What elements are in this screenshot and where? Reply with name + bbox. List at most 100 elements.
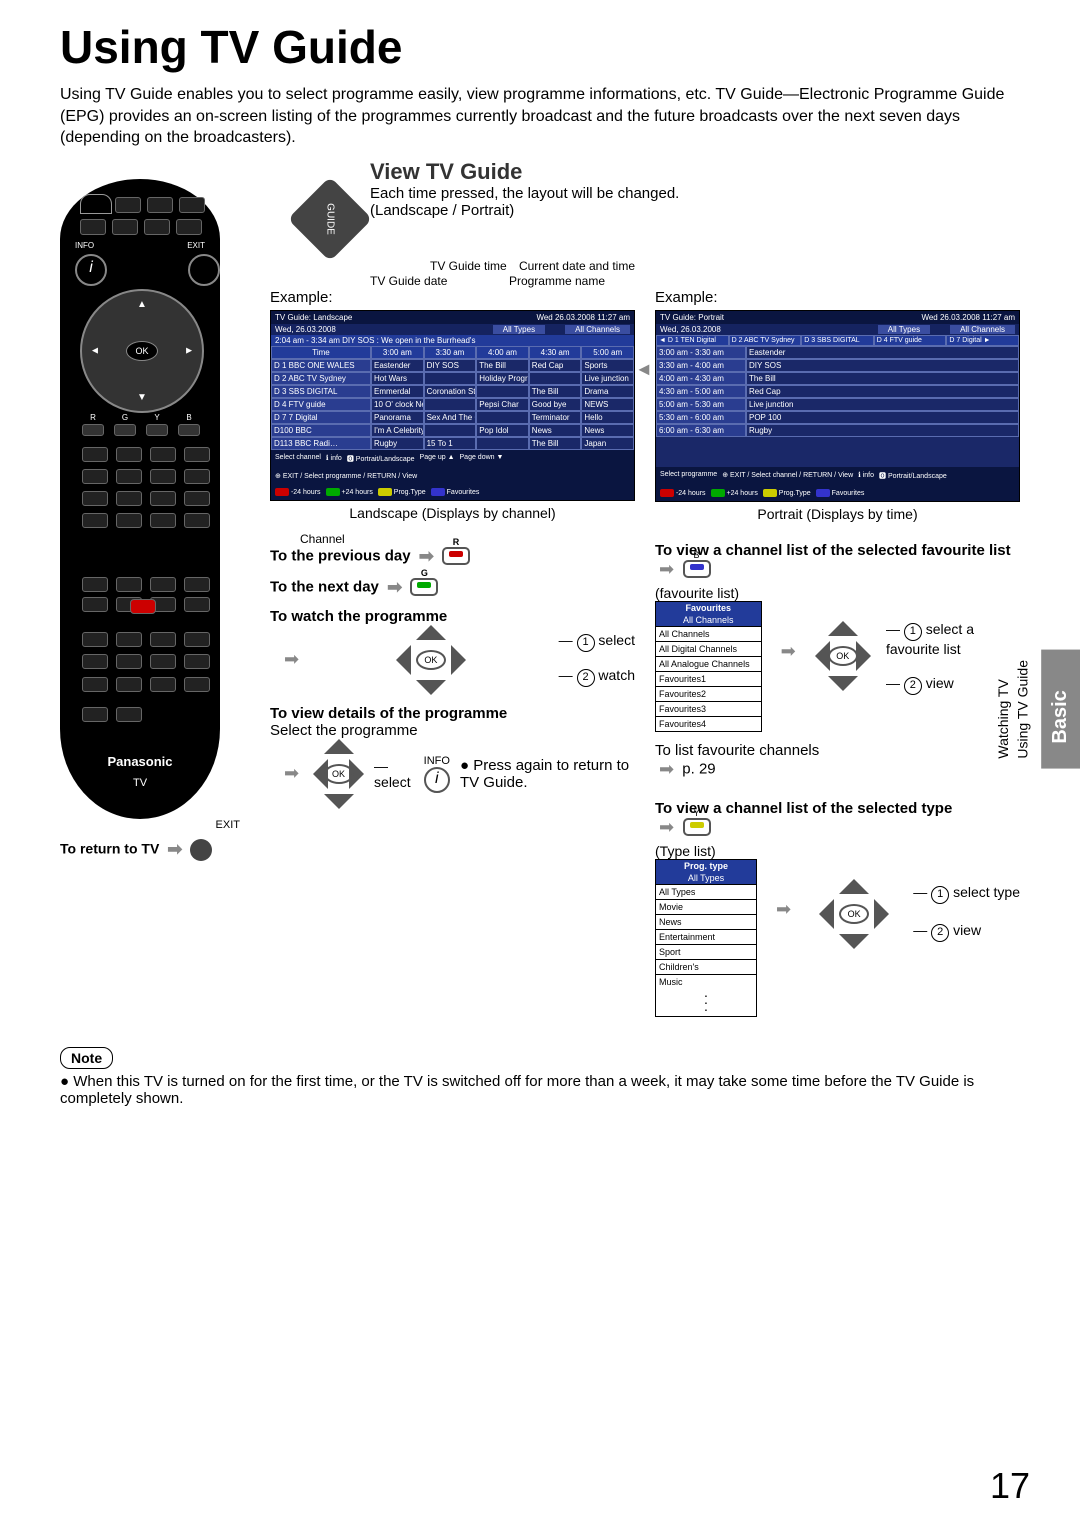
- dpad-icon: OK: [396, 625, 466, 695]
- remote-control: INFO EXIT i ▲ ▼ ◄ ► OK RGYB: [60, 179, 220, 819]
- info-button-icon[interactable]: i: [424, 767, 450, 793]
- remote-btn[interactable]: [184, 597, 210, 612]
- remote-btn[interactable]: [144, 219, 170, 235]
- side-tab: Watching TVUsing TV Guide Basic: [986, 650, 1080, 769]
- exit-label: EXIT: [187, 241, 205, 250]
- power-button[interactable]: [80, 194, 112, 214]
- dpad-left-icon[interactable]: ◄: [90, 345, 100, 356]
- landscape-caption: Landscape (Displays by channel): [270, 505, 635, 521]
- remote-btn[interactable]: [179, 197, 205, 213]
- brand-label: Panasonic: [60, 754, 220, 769]
- red-button[interactable]: [82, 424, 104, 436]
- remote-column: INFO EXIT i ▲ ▼ ◄ ► OK RGYB: [60, 159, 260, 1017]
- yellow-button[interactable]: [146, 424, 168, 436]
- dpad-ring[interactable]: ▲ ▼ ◄ ► OK: [80, 289, 204, 413]
- intro-text: Using TV Guide enables you to select pro…: [60, 84, 1020, 149]
- ok-button[interactable]: OK: [126, 341, 158, 361]
- dpad-up-icon[interactable]: ▲: [137, 299, 147, 310]
- green-button[interactable]: [114, 424, 136, 436]
- blue-button[interactable]: [178, 424, 200, 436]
- remote-btn[interactable]: [82, 447, 108, 462]
- callout: TV Guide date: [370, 274, 447, 288]
- color-labels: RGYB: [82, 413, 200, 422]
- remote-btn[interactable]: [184, 677, 210, 692]
- dpad-right-icon[interactable]: ►: [184, 345, 194, 356]
- remote-btn[interactable]: [150, 654, 176, 669]
- dpad-down-icon[interactable]: ▼: [137, 392, 147, 403]
- type-list-box: Prog. type All Types All TypesMovieNewsE…: [655, 859, 757, 1017]
- remote-btn[interactable]: [184, 469, 210, 484]
- lists-column: To view a channel list of the selected f…: [655, 532, 1020, 1017]
- remote-btn[interactable]: [112, 219, 138, 235]
- note-text: ● When this TV is turned on for the firs…: [60, 1073, 1020, 1107]
- green-button-icon[interactable]: G: [410, 578, 438, 596]
- remote-btn[interactable]: [116, 707, 142, 722]
- type-list-heading: To view a channel list of the selected t…: [655, 800, 1020, 817]
- remote-btn[interactable]: [82, 597, 108, 612]
- return-to-tv-label: To return to TV ➡: [60, 839, 260, 861]
- portrait-caption: Portrait (Displays by time): [655, 506, 1020, 522]
- view-desc-1: Each time pressed, the layout will be ch…: [370, 185, 679, 202]
- remote-btn[interactable]: [150, 469, 176, 484]
- info-label: INFO: [75, 241, 94, 250]
- led-indicator: [130, 599, 156, 614]
- remote-btn[interactable]: [184, 491, 210, 506]
- remote-btn[interactable]: [150, 632, 176, 647]
- remote-btn[interactable]: [184, 577, 210, 592]
- blue-button-icon[interactable]: B: [683, 560, 711, 578]
- fav-list-heading: To view a channel list of the selected f…: [655, 542, 1020, 559]
- remote-btn[interactable]: [116, 513, 142, 528]
- remote-btn[interactable]: [82, 469, 108, 484]
- guide-button-icon[interactable]: GUIDE: [288, 176, 373, 261]
- remote-btn[interactable]: [184, 447, 210, 462]
- callout: Programme name: [509, 274, 605, 288]
- example-label: Example:: [655, 289, 1020, 306]
- remote-btn[interactable]: [150, 677, 176, 692]
- remote-btn[interactable]: [184, 632, 210, 647]
- epg-portrait: TV Guide: PortraitWed 26.03.2008 11:27 a…: [655, 310, 1020, 502]
- remote-btn[interactable]: [184, 654, 210, 669]
- remote-btn[interactable]: [116, 469, 142, 484]
- remote-btn[interactable]: [115, 197, 141, 213]
- remote-btn[interactable]: [82, 513, 108, 528]
- remote-btn[interactable]: [150, 491, 176, 506]
- callout: Current date and time: [519, 259, 635, 273]
- favourites-list-box: Favourites All Channels All ChannelsAll …: [655, 601, 762, 732]
- remote-btn[interactable]: [116, 577, 142, 592]
- dpad-icon: OK: [815, 621, 871, 691]
- remote-btn[interactable]: [82, 632, 108, 647]
- epg-footer: Select channel ℹ info 🅾 Portrait/Landsca…: [271, 450, 634, 468]
- remote-btn[interactable]: [82, 654, 108, 669]
- note-label: Note: [60, 1047, 113, 1069]
- remote-btn[interactable]: [176, 219, 202, 235]
- remote-btn[interactable]: [184, 513, 210, 528]
- epg-time-header: Time3:00 am3:30 am4:00 am4:30 am5:00 am: [271, 346, 634, 359]
- exit-button[interactable]: [188, 254, 220, 286]
- yellow-button-icon[interactable]: Y: [683, 818, 711, 836]
- dpad-icon: OK: [313, 739, 364, 809]
- remote-btn[interactable]: [82, 577, 108, 592]
- view-desc-2: (Landscape / Portrait): [370, 202, 679, 219]
- remote-btn[interactable]: [80, 219, 106, 235]
- channel-callout: Channel: [300, 532, 635, 546]
- red-button-icon[interactable]: R: [442, 547, 470, 565]
- remote-btn[interactable]: [116, 491, 142, 506]
- remote-btn[interactable]: [116, 447, 142, 462]
- dpad-icon: OK: [819, 879, 889, 949]
- exit-button-icon: [190, 839, 212, 861]
- remote-btn[interactable]: [150, 447, 176, 462]
- remote-btn[interactable]: [116, 632, 142, 647]
- callout: TV Guide time: [430, 259, 507, 273]
- remote-btn[interactable]: [82, 677, 108, 692]
- remote-btn[interactable]: [82, 707, 108, 722]
- remote-btn[interactable]: [150, 577, 176, 592]
- remote-btn[interactable]: [116, 677, 142, 692]
- example-label: Example:: [270, 289, 635, 306]
- remote-btn[interactable]: [150, 513, 176, 528]
- tv-label: TV: [60, 777, 220, 789]
- remote-btn[interactable]: [147, 197, 173, 213]
- operations-column: Channel To the previous day ➡ R To the n…: [270, 532, 635, 1017]
- remote-btn[interactable]: [116, 654, 142, 669]
- info-button[interactable]: i: [75, 254, 107, 286]
- remote-btn[interactable]: [82, 491, 108, 506]
